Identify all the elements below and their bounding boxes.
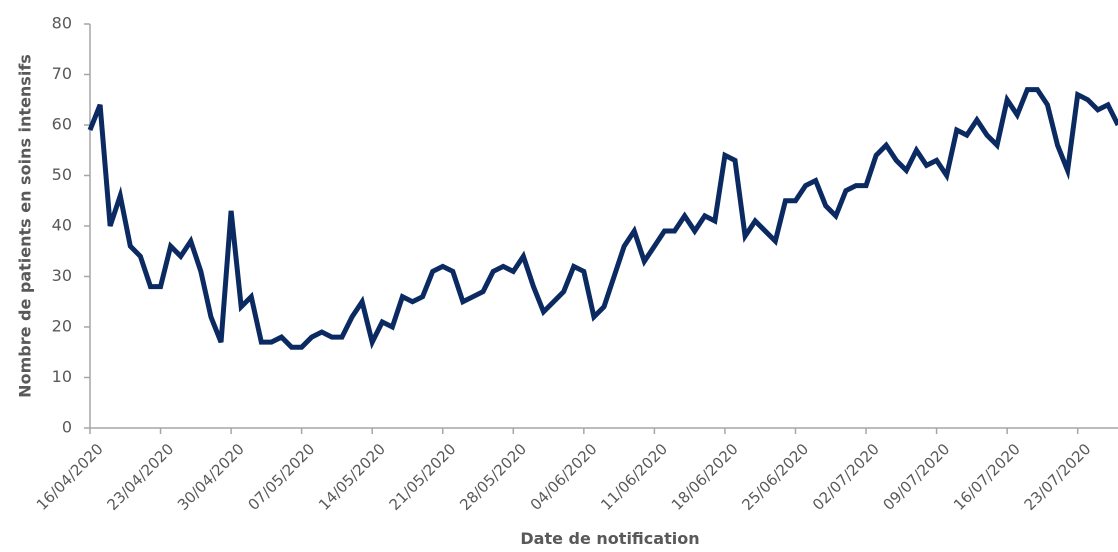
- x-tick-label: 23/04/2020: [103, 440, 177, 514]
- y-tick-label: 50: [52, 165, 72, 184]
- x-tick-label: 18/06/2020: [668, 440, 742, 514]
- x-tick-label: 16/04/2020: [33, 440, 107, 514]
- x-tick-label: 21/05/2020: [386, 440, 460, 514]
- y-tick-label: 70: [52, 64, 72, 83]
- x-tick-label: 30/04/2020: [174, 440, 248, 514]
- data-line: [87, 87, 1118, 350]
- x-tick-label: 16/07/2020: [950, 440, 1024, 514]
- y-tick-label: 10: [52, 367, 72, 386]
- y-tick-label: 30: [52, 266, 72, 285]
- x-tick-label: 02/07/2020: [809, 440, 883, 514]
- y-tick-label: 0: [62, 418, 72, 437]
- x-tick-label: 09/07/2020: [879, 440, 953, 514]
- y-tick-label: 80: [52, 14, 72, 33]
- x-tick-label: 28/05/2020: [456, 440, 530, 514]
- x-tick-label: 25/06/2020: [738, 440, 812, 514]
- x-tick-label: 14/05/2020: [315, 440, 389, 514]
- y-axis-label: Nombre de patients en soins intensifs: [16, 54, 35, 398]
- y-tick-label: 20: [52, 317, 72, 336]
- x-tick-label: 11/06/2020: [597, 440, 671, 514]
- x-axis-label: Date de notification: [520, 529, 699, 548]
- x-tick-label: 07/05/2020: [245, 440, 319, 514]
- y-tick-label: 60: [52, 115, 72, 134]
- x-tick-label: 23/07/2020: [1021, 440, 1095, 514]
- x-tick-label: 04/06/2020: [527, 440, 601, 514]
- y-tick-label: 40: [52, 216, 72, 235]
